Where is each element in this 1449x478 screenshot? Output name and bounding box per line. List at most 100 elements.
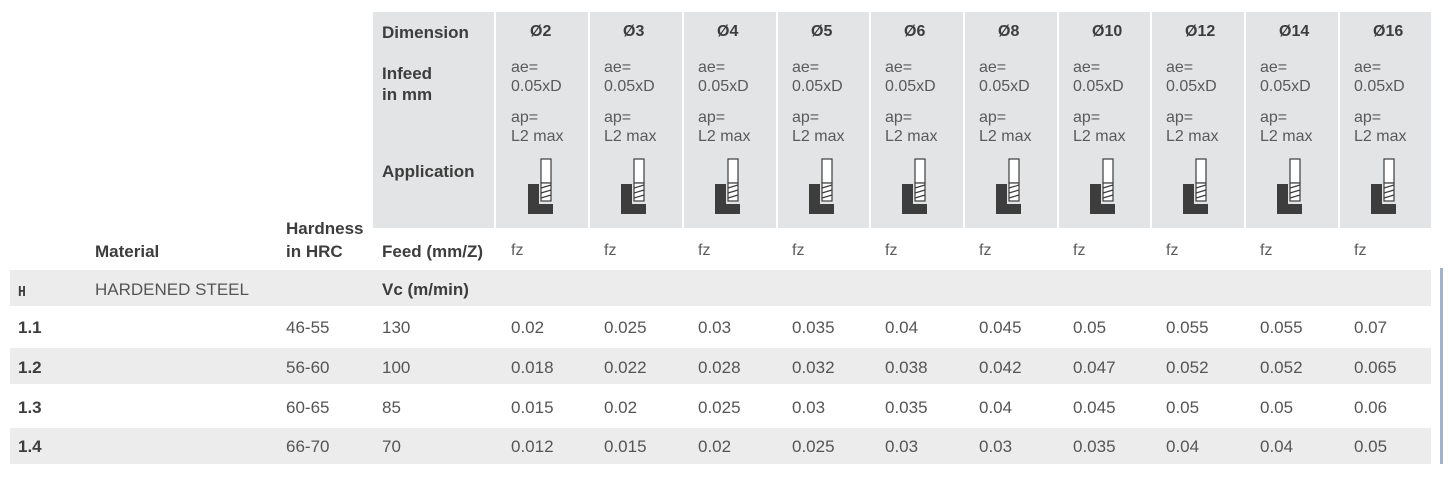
feed-value-cell: 0.035 <box>792 318 835 337</box>
scroll-indicator[interactable] <box>1440 268 1443 464</box>
header-column-separator <box>1057 12 1059 228</box>
infeed-ae-value: 0.05xD <box>979 78 1030 95</box>
header-column-separator <box>494 12 496 228</box>
infeed-ae-label: ae= <box>1166 59 1194 76</box>
feed-value-cell: 0.032 <box>792 358 835 377</box>
feed-fz-label: fz <box>885 242 898 259</box>
row-hardness: 46-55 <box>286 318 330 337</box>
infeed-ae-value: 0.05xD <box>1354 78 1405 95</box>
feed-value-cell: 0.04 <box>1166 437 1200 456</box>
end-mill-corner-milling-icon <box>715 158 740 214</box>
row-vc: 100 <box>382 358 411 377</box>
feed-fz-label: fz <box>1073 242 1086 259</box>
feed-fz-label: fz <box>792 242 805 259</box>
infeed-ae-label: ae= <box>979 59 1007 76</box>
infeed-ap-value: L2 max <box>511 128 564 145</box>
infeed-ap-value: L2 max <box>1260 128 1313 145</box>
infeed-ae-value: 0.05xD <box>792 78 843 95</box>
group-name: HARDENED STEEL <box>95 280 249 299</box>
dimension-header: Ø10 <box>1092 23 1123 40</box>
row-code: 1.2 <box>18 358 42 377</box>
infeed-ae-value: 0.05xD <box>1166 78 1217 95</box>
feed-value-cell: 0.03 <box>698 318 732 337</box>
group-row-background <box>10 270 1431 306</box>
header-column-separator <box>1150 12 1152 228</box>
hardness-label-line2: in HRC <box>286 242 343 261</box>
feed-value-cell: 0.035 <box>1073 437 1116 456</box>
end-mill-corner-milling-icon <box>809 158 834 214</box>
dimension-header: Ø8 <box>998 23 1020 40</box>
feed-value-cell: 0.03 <box>885 437 919 456</box>
dimension-header: Ø16 <box>1373 23 1404 40</box>
vc-label: Vc (m/min) <box>382 280 469 299</box>
feed-value-cell: 0.05 <box>1354 437 1388 456</box>
feed-value-cell: 0.02 <box>511 318 545 337</box>
dimension-header: Ø3 <box>623 23 645 40</box>
header-column-separator <box>1244 12 1246 228</box>
header-column-separator <box>963 12 965 228</box>
feed-value-cell: 0.052 <box>1260 358 1303 377</box>
dimension-header: Ø14 <box>1279 23 1310 40</box>
dimension-header: Ø2 <box>530 23 552 40</box>
feed-value-cell: 0.015 <box>604 437 647 456</box>
feed-value-cell: 0.025 <box>604 318 647 337</box>
feed-value-cell: 0.03 <box>792 398 826 417</box>
header-column-separator <box>776 12 778 228</box>
feed-value-cell: 0.028 <box>698 358 741 377</box>
feed-value-cell: 0.022 <box>604 358 647 377</box>
feed-value-cell: 0.05 <box>1260 398 1294 417</box>
infeed-ae-label: ae= <box>698 59 726 76</box>
group-code: H <box>18 285 26 300</box>
row-hardness: 66-70 <box>286 437 330 456</box>
infeed-ae-label: ae= <box>511 59 539 76</box>
end-mill-corner-milling-icon <box>1183 158 1208 214</box>
infeed-ap-value: L2 max <box>885 128 938 145</box>
header-column-separator <box>588 12 590 228</box>
dimension-header: Ø5 <box>811 23 833 40</box>
feed-value-cell: 0.02 <box>604 398 638 417</box>
feed-value-cell: 0.03 <box>979 437 1013 456</box>
infeed-ap-value: L2 max <box>1073 128 1126 145</box>
infeed-ap-label: ap= <box>1260 109 1288 126</box>
infeed-ap-label: ap= <box>792 109 820 126</box>
row-vc: 85 <box>382 398 401 417</box>
infeed-ap-label: ap= <box>604 109 632 126</box>
infeed-ap-label: ap= <box>1354 109 1382 126</box>
feed-value-cell: 0.012 <box>511 437 554 456</box>
feed-value-cell: 0.055 <box>1166 318 1209 337</box>
infeed-ap-label: ap= <box>979 109 1007 126</box>
feed-value-cell: 0.04 <box>885 318 919 337</box>
dimension-header: Ø6 <box>904 23 926 40</box>
table-row-background <box>10 348 1431 384</box>
end-mill-corner-milling-icon <box>1277 158 1302 214</box>
feed-value-cell: 0.055 <box>1260 318 1303 337</box>
end-mill-corner-milling-icon <box>621 158 646 214</box>
infeed-ap-value: L2 max <box>604 128 657 145</box>
infeed-ae-label: ae= <box>1354 59 1382 76</box>
row-vc: 130 <box>382 318 411 337</box>
feed-value-cell: 0.05 <box>1073 318 1107 337</box>
feed-value-cell: 0.04 <box>1260 437 1294 456</box>
end-mill-corner-milling-icon <box>1090 158 1115 214</box>
infeed-ae-label: ae= <box>1073 59 1101 76</box>
infeed-ae-label: ae= <box>604 59 632 76</box>
row-hardness: 60-65 <box>286 398 330 417</box>
infeed-ap-value: L2 max <box>979 128 1032 145</box>
infeed-ae-label: ae= <box>1260 59 1288 76</box>
row-code: 1.1 <box>18 318 42 337</box>
end-mill-corner-milling-icon <box>528 158 553 214</box>
dimension-label: Dimension <box>382 23 469 42</box>
row-code: 1.3 <box>18 398 42 417</box>
header-column-separator <box>682 12 684 228</box>
material-label: Material <box>95 242 160 261</box>
feed-value-cell: 0.02 <box>698 437 732 456</box>
feed-value-cell: 0.018 <box>511 358 554 377</box>
row-hardness: 56-60 <box>286 358 330 377</box>
infeed-ap-label: ap= <box>511 109 539 126</box>
feed-value-cell: 0.05 <box>1166 398 1200 417</box>
infeed-ae-value: 0.05xD <box>511 78 562 95</box>
feed-fz-label: fz <box>698 242 711 259</box>
feed-fz-label: fz <box>1260 242 1273 259</box>
infeed-ap-value: L2 max <box>1354 128 1407 145</box>
infeed-ae-value: 0.05xD <box>1260 78 1311 95</box>
